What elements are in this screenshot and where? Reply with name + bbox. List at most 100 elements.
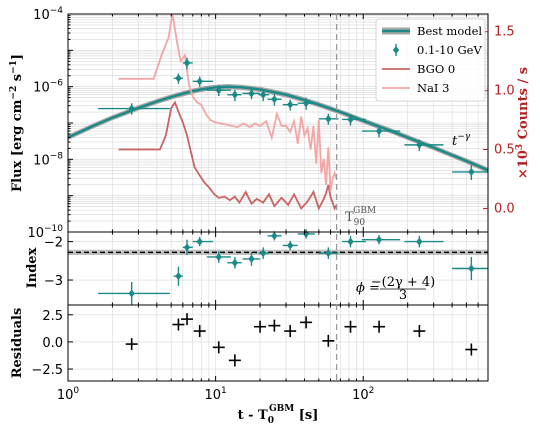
t90-label-main: T90GBM <box>345 206 376 228</box>
index-y-tick-label: −2 <box>44 236 63 251</box>
index-point <box>452 256 488 281</box>
residual-point <box>322 334 335 347</box>
residuals-y-tick-label: 0.0 <box>42 336 63 351</box>
phi-formula-lhs: ϕ = <box>356 281 380 296</box>
lat-flux-point <box>361 125 401 138</box>
x-tick-label-base: 10 <box>57 388 74 403</box>
lat-flux-marker <box>325 114 332 123</box>
lat-flux-point <box>267 94 282 106</box>
x-axis-title: t - T0GBM [s] <box>238 404 319 426</box>
lat-flux-marker <box>271 95 278 104</box>
index-marker <box>175 272 182 281</box>
index-point <box>242 251 261 266</box>
residual-point <box>465 343 478 356</box>
x-tick-label: 102 <box>352 386 374 403</box>
lat-flux-marker <box>375 127 383 136</box>
lat-flux-marker <box>286 100 294 109</box>
lat-flux-point <box>173 73 183 84</box>
residuals-panel-frame <box>67 304 489 382</box>
phi-formula-denominator: 3 <box>399 288 407 303</box>
index-marker <box>375 235 383 244</box>
x-tick-label-base: 10 <box>352 388 369 403</box>
index-point <box>404 235 444 248</box>
lat-flux-marker <box>468 167 475 176</box>
residual-point <box>300 316 313 329</box>
x-axis: 100 101 102 <box>57 305 489 403</box>
nai-light-curve-line <box>118 13 338 191</box>
residual-point <box>284 325 297 338</box>
flux-y-tick-base: 10 <box>33 81 50 96</box>
x-tick-label-base: 10 <box>204 388 221 403</box>
phi-formula: ϕ = −(2γ + 4) 3 <box>356 275 435 303</box>
index-point <box>318 247 339 259</box>
lat-flux-marker <box>347 115 354 124</box>
flux-y-tick-exp: −4 <box>50 6 64 16</box>
x-tick-label-exp: 0 <box>73 386 79 396</box>
residual-point <box>193 325 206 338</box>
index-panel: −2 −3 Index ϕ = −(2γ + 4) 3 <box>25 229 489 306</box>
flux-y-tick-exp: −8 <box>50 151 64 161</box>
counts-y-axis-title: ×103 Counts / s <box>515 67 531 179</box>
residuals-y-axis-title: Residuals <box>10 308 25 379</box>
index-marker <box>286 241 294 250</box>
legend-label: BGO 0 <box>417 62 455 76</box>
x-tick-label-exp: 2 <box>369 386 375 396</box>
lat-flux-marker <box>175 74 182 83</box>
flux-y-tick-base: 10 <box>33 153 50 168</box>
index-marker <box>302 229 310 238</box>
lat-flux-point <box>206 85 231 97</box>
flux-y-axis-title: Flux [erg cm−2 s−1] <box>9 54 25 192</box>
counts-y-tick-label: 0.5 <box>494 143 515 158</box>
index-point <box>98 281 170 305</box>
power-law-annotation: t−γ <box>452 132 471 149</box>
legend-swatch-marker <box>392 46 400 54</box>
lat-flux-point <box>242 88 261 100</box>
lat-flux-point <box>192 76 214 87</box>
lat-flux-point <box>297 97 315 110</box>
lat-flux-marker <box>231 90 239 99</box>
index-marker <box>128 289 135 298</box>
residuals-panel-grid <box>67 305 489 381</box>
index-marker <box>259 249 267 258</box>
index-point <box>361 235 401 245</box>
flux-y-tick-label: 10−4 <box>33 6 63 23</box>
legend-label: 0.1-10 GeV <box>417 43 482 57</box>
best-model-line <box>67 85 489 172</box>
residual-points <box>125 313 478 367</box>
lat-flux-marker <box>215 86 222 95</box>
flux-y-tick-label: 10−8 <box>33 151 63 168</box>
residual-point <box>212 341 225 354</box>
flux-y-tick-label: 10−10 <box>27 224 63 241</box>
counts-right-axis: 0.0 0.5 1.0 1.5 <box>483 25 515 216</box>
residual-point <box>228 354 241 367</box>
residual-point <box>172 318 185 331</box>
x-tick-label-exp: 1 <box>221 386 227 396</box>
residual-point <box>125 338 138 351</box>
lat-flux-point <box>342 114 366 126</box>
best-model-band <box>67 84 489 173</box>
flux-y-tick-base: 10 <box>33 8 50 23</box>
nai-light-curve <box>118 13 338 191</box>
flux-y-tick-exp: −6 <box>50 79 64 89</box>
flux-panel-grid <box>67 13 489 233</box>
x-tick-label: 100 <box>57 386 80 403</box>
lat-flux-marker <box>196 77 203 86</box>
index-y-tick-label: −3 <box>44 274 63 289</box>
residuals-y-axis: 2.5 0.0 −2.5 <box>31 309 73 378</box>
residuals-panel: 2.50.0−2.5 100 101 102 Residuals t - T0GBM… <box>10 304 489 426</box>
index-points <box>98 229 488 305</box>
index-marker <box>248 254 255 263</box>
residuals-y-tick-label: −2.5 <box>31 363 63 378</box>
index-point <box>267 231 282 241</box>
index-marker <box>416 237 423 246</box>
phi-formula-numerator: −(2γ + 4) <box>371 275 436 290</box>
counts-y-tick-label: 0.0 <box>494 201 515 216</box>
legend-entry: 0.1-10 GeV <box>392 43 482 57</box>
lat-flux-point <box>404 139 444 151</box>
legend-label: Best model <box>417 24 482 38</box>
residual-point <box>413 325 426 338</box>
index-point <box>342 235 366 248</box>
